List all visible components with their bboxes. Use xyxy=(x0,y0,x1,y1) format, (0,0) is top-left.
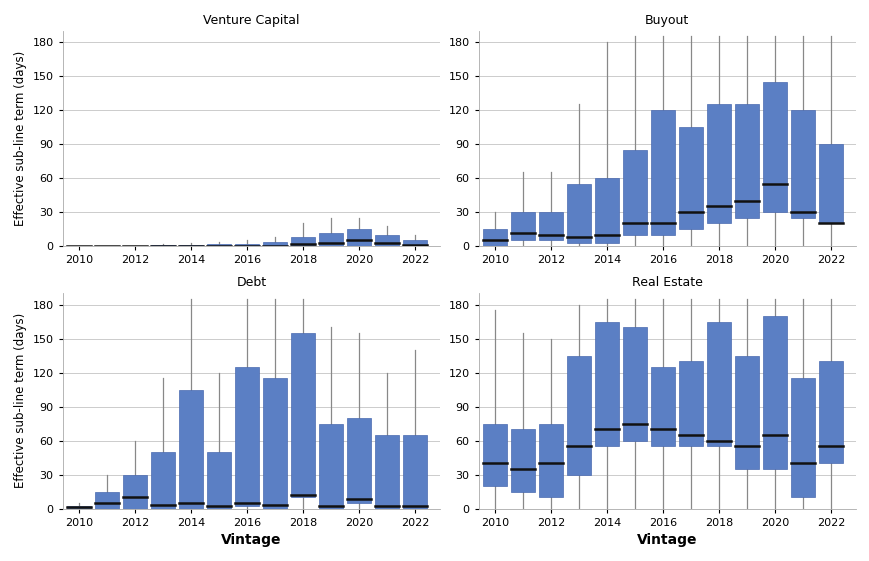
Bar xyxy=(539,212,562,241)
Bar xyxy=(483,229,507,246)
Bar xyxy=(594,321,619,446)
Bar xyxy=(402,435,427,508)
Bar xyxy=(375,435,398,508)
Bar xyxy=(235,244,259,246)
Bar xyxy=(567,184,590,243)
Bar xyxy=(483,424,507,486)
Bar xyxy=(347,229,370,246)
Bar xyxy=(734,356,758,469)
Bar xyxy=(790,110,814,218)
Bar xyxy=(207,244,231,246)
Bar xyxy=(762,316,786,469)
Bar xyxy=(402,241,427,246)
Bar xyxy=(263,378,287,508)
Title: Venture Capital: Venture Capital xyxy=(202,14,299,27)
Bar xyxy=(235,367,259,506)
Bar xyxy=(679,361,702,446)
Bar xyxy=(291,333,315,497)
Bar xyxy=(706,104,730,223)
Bar xyxy=(762,82,786,212)
Bar xyxy=(790,378,814,497)
Bar xyxy=(375,235,398,246)
Bar xyxy=(347,418,370,503)
Y-axis label: Effective sub-line term (days): Effective sub-line term (days) xyxy=(14,51,27,226)
Bar xyxy=(511,212,534,241)
Bar xyxy=(567,356,590,475)
Y-axis label: Effective sub-line term (days): Effective sub-line term (days) xyxy=(14,313,27,489)
Bar xyxy=(319,233,342,246)
X-axis label: Vintage: Vintage xyxy=(636,533,697,547)
Bar xyxy=(291,237,315,246)
Bar xyxy=(179,389,202,508)
Bar xyxy=(68,506,91,508)
Bar xyxy=(96,491,119,508)
Bar xyxy=(151,452,175,508)
Bar xyxy=(594,178,619,243)
Title: Real Estate: Real Estate xyxy=(631,276,702,289)
Bar xyxy=(511,429,534,491)
Bar xyxy=(207,452,231,508)
X-axis label: Vintage: Vintage xyxy=(221,533,282,547)
Bar xyxy=(263,242,287,246)
Bar xyxy=(179,245,202,246)
Bar xyxy=(818,361,842,463)
Bar xyxy=(651,367,674,446)
Bar xyxy=(151,245,175,246)
Bar xyxy=(622,327,647,440)
Bar xyxy=(651,110,674,235)
Bar xyxy=(539,424,562,497)
Title: Debt: Debt xyxy=(236,276,266,289)
Bar xyxy=(679,127,702,229)
Bar xyxy=(622,150,647,235)
Bar xyxy=(734,104,758,218)
Title: Buyout: Buyout xyxy=(645,14,689,27)
Bar xyxy=(319,424,342,508)
Bar xyxy=(706,321,730,446)
Bar xyxy=(123,475,147,508)
Bar xyxy=(818,144,842,223)
